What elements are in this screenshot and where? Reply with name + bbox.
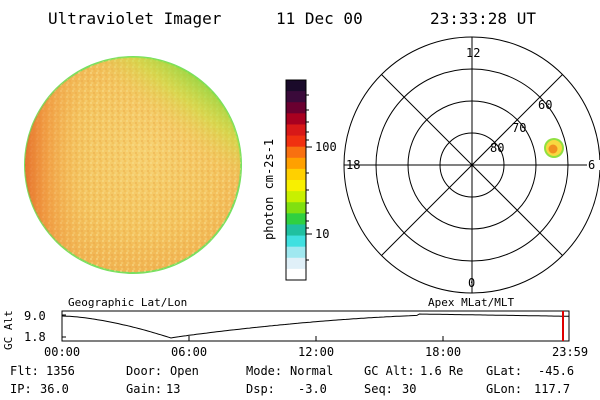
xtick-label-2359: 23:59 xyxy=(552,345,589,359)
status-gain-value: 13 xyxy=(166,382,181,396)
status-gain-label: Gain: xyxy=(126,382,163,396)
status-glon-value: 117.7 xyxy=(534,382,571,396)
xtick-label-0600: 06:00 xyxy=(171,345,208,359)
status-seq-label: Seq: xyxy=(364,382,393,396)
meridian-diag-2 xyxy=(381,74,563,256)
colorbar-swatch xyxy=(286,202,306,214)
colorbar-swatch xyxy=(286,180,306,192)
status-glon-label: GLon: xyxy=(486,382,523,396)
xtick-label-0000: 00:00 xyxy=(44,345,81,359)
xtick-label-1800: 18:00 xyxy=(425,345,462,359)
colorbar-tick-label-100: 100 xyxy=(315,140,337,154)
colorbar-swatch xyxy=(286,135,306,148)
colorbar-swatch xyxy=(286,80,306,92)
instrument-title: Ultraviolet Imager xyxy=(48,9,222,28)
apex-title: Apex MLat/MLT xyxy=(428,296,515,309)
altitude-xticks xyxy=(61,314,570,341)
altitude-curve xyxy=(61,313,570,339)
status-dsp-value: -3.0 xyxy=(298,382,327,396)
colorbar-swatch xyxy=(286,268,306,281)
status-glat-label: GLat: xyxy=(486,364,523,378)
colorbar-swatch xyxy=(286,102,306,114)
colorbar-swatch xyxy=(286,146,306,159)
colorbar-swatch xyxy=(286,113,306,125)
status-door-value: Open xyxy=(170,364,199,378)
colorbar-swatch xyxy=(286,91,306,103)
mlt-label-12: 12 xyxy=(466,46,481,60)
colorbar-swatch xyxy=(286,168,306,181)
status-gcalt-label: GC Alt: xyxy=(364,364,415,378)
colorbar xyxy=(286,80,306,281)
mlt-label-6: 6 xyxy=(588,158,596,172)
status-flt-label: Flt: xyxy=(10,364,39,378)
colorbar-minor-ticks xyxy=(306,94,309,261)
ylabel-gc-alt: GC Alt xyxy=(2,310,15,350)
time-label: 23:33:28 UT xyxy=(430,9,536,28)
colorbar-swatch xyxy=(286,191,306,203)
polar-plot xyxy=(343,36,600,294)
mlat-label-80: 80 xyxy=(490,141,505,155)
colorbar-units-label: photon cm-2s-1 xyxy=(262,138,276,240)
status-ip-label: IP: xyxy=(10,382,32,396)
mlat-label-60: 60 xyxy=(538,98,553,112)
status-door-label: Door: xyxy=(126,364,163,378)
geographic-title: Geographic Lat/Lon xyxy=(68,296,188,309)
status-flt-value: 1356 xyxy=(46,364,75,378)
mlt-label-18: 18 xyxy=(346,158,361,172)
status-mode-value: Normal xyxy=(290,364,334,378)
status-ip-value: 36.0 xyxy=(40,382,69,396)
colorbar-tick-label-10: 10 xyxy=(315,227,330,241)
uv-disk-image xyxy=(24,56,242,274)
colorbar-swatch xyxy=(286,124,306,137)
colorbar-frame xyxy=(285,79,307,281)
colorbar-swatch xyxy=(286,235,306,248)
colorbar-swatch xyxy=(286,224,306,237)
status-seq-value: 30 xyxy=(402,382,417,396)
ytick-label-9: 9.0 xyxy=(24,309,46,323)
status-glat-value: -45.6 xyxy=(538,364,575,378)
polar-label-bg-6 xyxy=(587,160,600,170)
status-mode-label: Mode: xyxy=(246,364,283,378)
mlt-label-0: 0 xyxy=(468,276,476,290)
colorbar-swatch xyxy=(286,257,306,270)
colorbar-swatch xyxy=(286,246,306,259)
date-label: 11 Dec 00 xyxy=(276,9,363,28)
auroral-spot xyxy=(544,138,564,158)
status-gcalt-value: 1.6 Re xyxy=(420,364,464,378)
mlat-label-70: 70 xyxy=(512,121,527,135)
colorbar-swatch xyxy=(286,157,306,170)
colorbar-swatch xyxy=(286,213,306,225)
status-dsp-label: Dsp: xyxy=(246,382,275,396)
xtick-label-1200: 12:00 xyxy=(298,345,335,359)
ytick-label-1-8: 1.8 xyxy=(24,330,46,344)
